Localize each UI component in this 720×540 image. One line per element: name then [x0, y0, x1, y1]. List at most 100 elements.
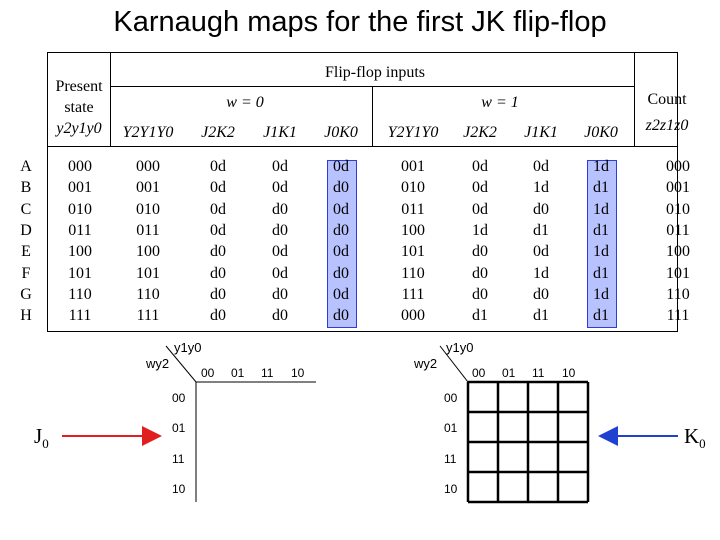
w0-next-state-cell: 110 — [136, 285, 160, 303]
w1-j2k2-cell: 1d — [472, 221, 488, 239]
kmap-left-col-label: 11 — [261, 366, 274, 380]
w0-j0k0-cell: d0 — [333, 307, 349, 325]
w0-j1k1-cell: d0 — [272, 285, 288, 303]
w1-j1k1-cell: d0 — [533, 285, 549, 303]
w0-j2k2-cell: d0 — [210, 243, 226, 261]
table-top-border — [47, 52, 677, 53]
w1-j0k0-cell: d1 — [593, 179, 609, 197]
row-letter: A — [20, 158, 32, 175]
kmap-left-col-label: 00 — [201, 366, 215, 380]
kmap-left-row-var: wy2 — [146, 356, 170, 371]
kmap-right-diagonal — [439, 345, 469, 383]
row-letter: H — [20, 307, 32, 325]
flipflop-inputs-label: Flip-flop inputs — [324, 64, 425, 81]
w0-next-state-cell: 010 — [136, 200, 160, 218]
w1-next-state-cell: 111 — [401, 285, 425, 303]
header-bottom-border — [47, 146, 678, 147]
kmap-left-grid — [195, 381, 316, 502]
count-cell: 011 — [666, 221, 690, 239]
w0-j1k1-cell: d0 — [272, 200, 288, 218]
w1-next-state-cell: 010 — [401, 179, 425, 197]
present-state-cell: 110 — [68, 285, 92, 303]
kmap-left-col-label: 10 — [291, 366, 305, 380]
w0-j0k0-cell: 0d — [333, 158, 349, 175]
page-title: Karnaugh maps for the first JK flip-flop — [113, 6, 607, 38]
w0-j1k1-cell: d0 — [272, 307, 288, 325]
kmap-right-grid — [466, 380, 590, 504]
column-header-w0-3: J0K0 — [324, 124, 358, 141]
w0-j2k2-cell: 0d — [210, 179, 226, 197]
w0-j0k0-cell: d0 — [333, 179, 349, 197]
row-letter: D — [20, 221, 32, 239]
j0k0-highlight-w0 — [327, 160, 357, 328]
kmap-right-col-var: y1y0 — [446, 340, 474, 355]
column-header-w0-0: Y2Y1Y0 — [122, 124, 174, 141]
present-state-label: Present state y2y1y0 — [55, 78, 103, 137]
count-divider — [634, 52, 635, 147]
w0-j1k1-cell: 0d — [272, 243, 288, 261]
w1-j1k1-cell: 0d — [533, 243, 549, 261]
w0-j2k2-cell: d0 — [210, 285, 226, 303]
w1-j0k0-cell: 1d — [593, 200, 609, 218]
w0-next-state-cell: 100 — [136, 243, 160, 261]
column-header-w0-2: J1K1 — [263, 124, 297, 141]
w1-j1k1-cell: d1 — [533, 307, 549, 325]
k0-label: K0 — [684, 424, 706, 452]
kmap-left-row-label: 01 — [172, 421, 186, 435]
w1-j1k1-cell: d0 — [533, 200, 549, 218]
w0-j1k1-cell: 0d — [272, 158, 288, 175]
present-state-cell: 101 — [68, 264, 92, 282]
w1-j0k0-cell: d1 — [593, 264, 609, 282]
count-cell: 110 — [666, 285, 690, 303]
w1-j2k2-cell: 0d — [472, 158, 488, 175]
kmap-left-col-label: 01 — [231, 366, 245, 380]
w0-j0k0-cell: 0d — [333, 200, 349, 218]
w0-j2k2-cell: 0d — [210, 221, 226, 239]
kmap-left-row-label: 00 — [172, 391, 186, 405]
kmap-left-col-var: y1y0 — [174, 340, 202, 355]
w1-next-state-cell: 000 — [401, 307, 425, 325]
column-header-w1-3: J0K0 — [584, 124, 618, 141]
count-cell: 001 — [666, 179, 690, 197]
column-header-w1-0: Y2Y1Y0 — [387, 124, 439, 141]
column-header-w0-1: J2K2 — [201, 124, 235, 141]
w0-label: w = 0 — [226, 94, 264, 111]
w1-j0k0-cell: 1d — [593, 243, 609, 261]
w1-j2k2-cell: 0d — [472, 179, 488, 197]
w1-j0k0-cell: d1 — [593, 307, 609, 325]
w1-j2k2-cell: d0 — [472, 264, 488, 282]
w1-j2k2-cell: 0d — [472, 200, 488, 218]
w1-j1k1-cell: 1d — [533, 179, 549, 197]
w1-j2k2-cell: d0 — [472, 285, 488, 303]
kmap-right-row-label: 01 — [444, 421, 458, 435]
w1-next-state-cell: 100 — [401, 221, 425, 239]
w1-j1k1-cell: d1 — [533, 221, 549, 239]
count-cell: 000 — [666, 158, 690, 175]
w0-j2k2-cell: d0 — [210, 264, 226, 282]
count-label: Count z2z1z0 — [645, 91, 689, 134]
w1-j0k0-cell: 1d — [593, 285, 609, 303]
row-letter: F — [21, 264, 31, 282]
present-state-cell: 011 — [68, 221, 92, 239]
present-state-cell: 100 — [68, 243, 92, 261]
present-state-cell: 111 — [68, 307, 92, 325]
present-state-divider — [110, 52, 111, 147]
w0-next-state-cell: 001 — [136, 179, 160, 197]
w1-label: w = 1 — [481, 94, 519, 111]
present-state-cell: 001 — [68, 179, 92, 197]
kmap-left-diagonal — [165, 345, 197, 383]
w0-next-state-cell: 111 — [136, 307, 160, 325]
row-letter: E — [21, 243, 31, 261]
count-cell: 100 — [666, 243, 690, 261]
kmap-left-row-label: 11 — [172, 452, 185, 466]
w0-j0k0-cell: d0 — [333, 264, 349, 282]
present-state-cell: 000 — [68, 158, 92, 175]
row-letter: C — [20, 200, 32, 218]
j0k0-highlight-w1 — [587, 160, 617, 328]
table-bottom-border — [47, 331, 678, 332]
kmap-right-col-label: 01 — [502, 366, 516, 380]
w1-j1k1-cell: 1d — [533, 264, 549, 282]
table-left-border — [47, 52, 48, 332]
w1-next-state-cell: 011 — [401, 200, 425, 218]
